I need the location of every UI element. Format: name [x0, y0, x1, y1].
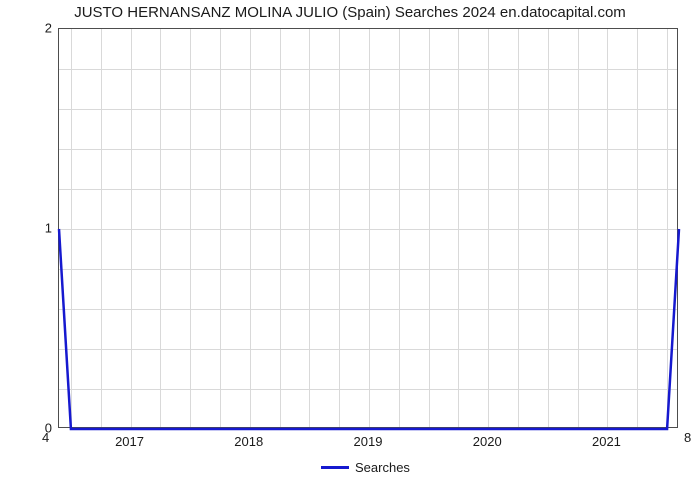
series-layer: [59, 29, 679, 429]
legend-label: Searches: [355, 460, 410, 475]
x-tick-label: 2020: [473, 434, 502, 449]
series-line-searches: [59, 229, 679, 429]
corner-label-bottom-left: 4: [42, 430, 49, 445]
legend-swatch: [321, 466, 349, 469]
legend: Searches: [321, 460, 410, 475]
x-tick-label: 2018: [234, 434, 263, 449]
y-tick-label: 1: [30, 221, 52, 236]
x-tick-label: 2019: [354, 434, 383, 449]
corner-label-bottom-right: 8: [684, 430, 691, 445]
x-tick-label: 2017: [115, 434, 144, 449]
plot-area: [58, 28, 678, 428]
x-tick-label: 2021: [592, 434, 621, 449]
chart-title: JUSTO HERNANSANZ MOLINA JULIO (Spain) Se…: [0, 4, 700, 21]
y-tick-label: 2: [30, 21, 52, 36]
